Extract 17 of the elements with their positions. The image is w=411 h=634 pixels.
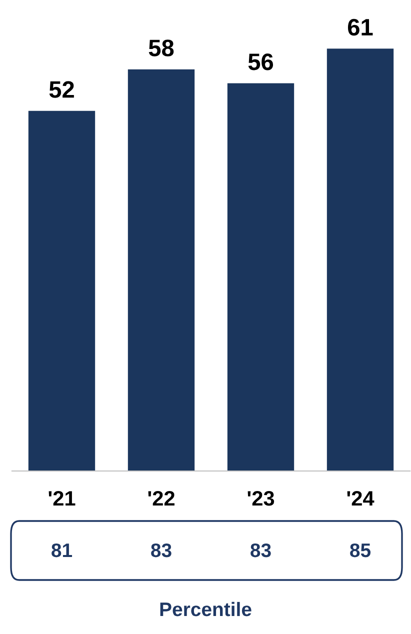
x-tick-label: '22: [148, 490, 174, 506]
text: 81: [52, 543, 72, 558]
data-label: 61: [348, 18, 373, 36]
data-label: 56: [248, 53, 274, 70]
text: 85: [350, 543, 371, 558]
bar: [28, 110, 96, 471]
x-tick-label: '21: [48, 490, 76, 506]
bar: [128, 69, 195, 471]
data-label: 52: [49, 81, 74, 98]
bar: [326, 48, 394, 471]
bar: [227, 83, 294, 471]
data-label: 58: [148, 40, 174, 56]
text: 83: [250, 543, 271, 558]
text: Percentile: [160, 602, 252, 616]
text: 83: [151, 543, 172, 558]
x-tick-label: '23: [248, 490, 274, 506]
x-tick-label: '24: [347, 490, 374, 506]
